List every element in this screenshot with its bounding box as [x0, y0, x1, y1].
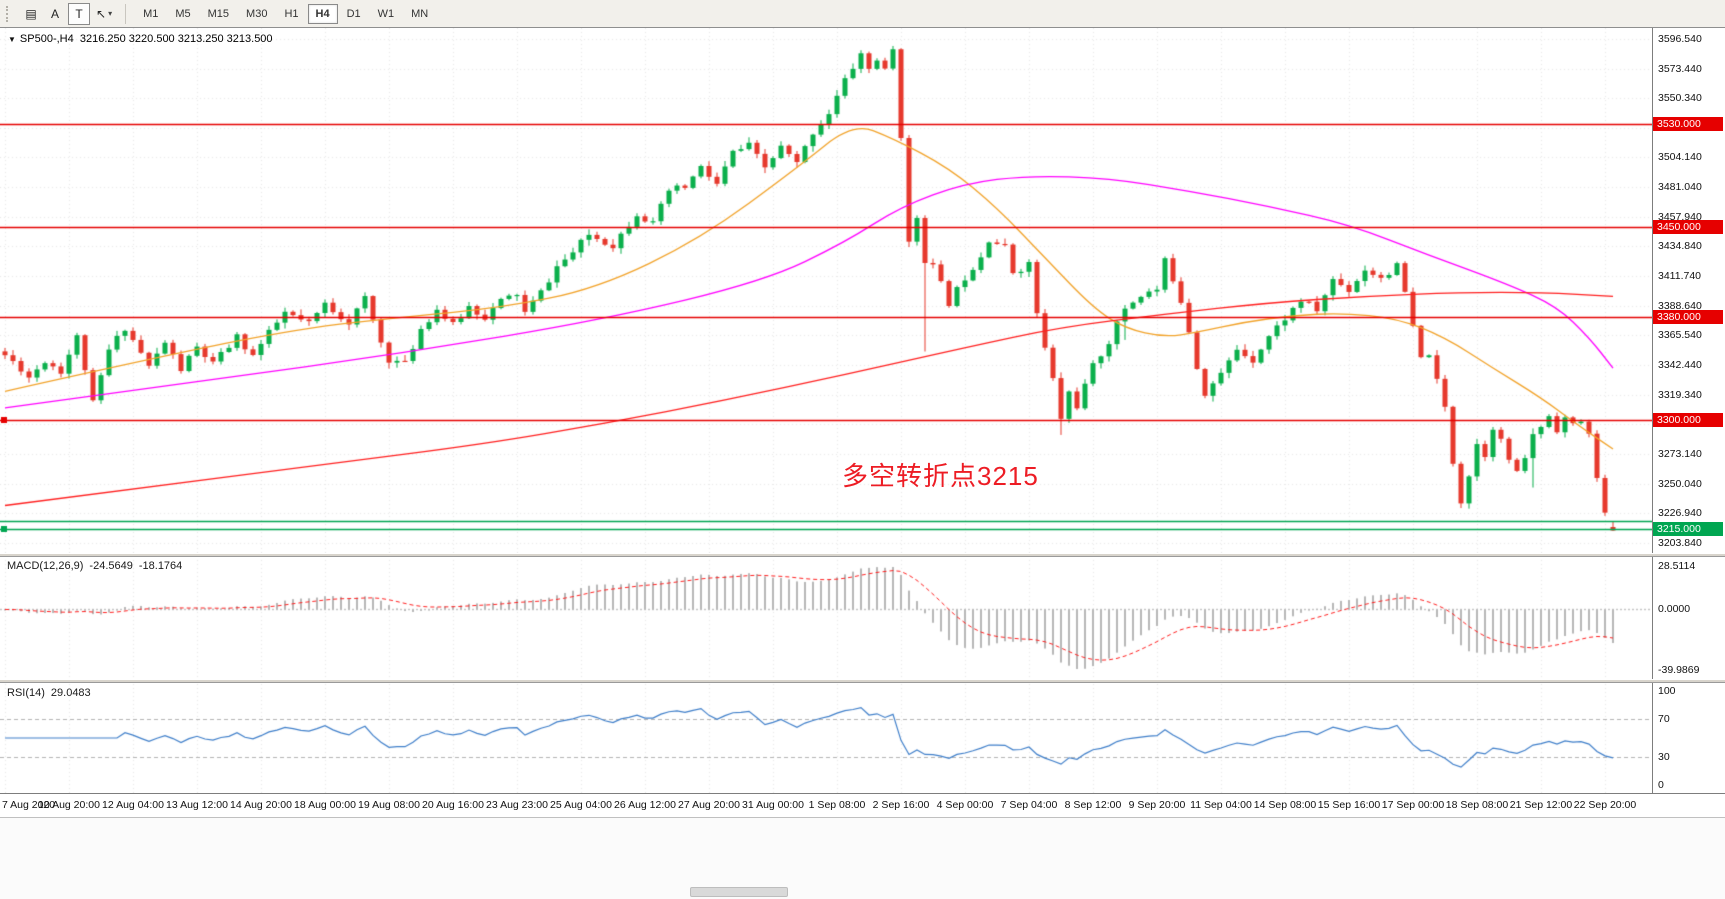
price-tick-label: 3573.440 [1658, 62, 1702, 75]
time-axis-label: 17 Sep 00:00 [1381, 799, 1445, 811]
rsi-axis-label: 70 [1658, 713, 1670, 726]
level-price-badge: 3380.000 [1653, 309, 1723, 324]
timeframe-h4-button[interactable]: H4 [307, 3, 338, 24]
macd-axis-label: 28.5114 [1658, 560, 1696, 572]
level-price-badge: 3450.000 [1653, 219, 1723, 234]
timeframe-m5-button[interactable]: M5 [167, 4, 198, 24]
toolbar-grip[interactable] [6, 5, 12, 22]
time-axis-label: 18 Sep 08:00 [1445, 799, 1509, 811]
price-tick-label: 3250.040 [1658, 477, 1702, 490]
price-tick-label: 3411.740 [1658, 270, 1702, 283]
level-price-badge: 3215.000 [1653, 521, 1723, 536]
time-axis-label: 10 Aug 20:00 [38, 799, 100, 811]
symbol-period-label: SP500-,H4 [19, 33, 74, 45]
time-axis-label: 14 Aug 20:00 [230, 799, 292, 811]
price-tick-label: 3388.640 [1658, 299, 1702, 312]
time-axis-label: 8 Sep 12:00 [1064, 799, 1122, 811]
level-price-badge: 3530.000 [1653, 117, 1723, 132]
text-icon: A [50, 6, 59, 21]
line-studies-toolbar: ▤ A T ↖ ▾ [20, 2, 116, 25]
timeframe-w1-button[interactable]: W1 [370, 4, 403, 24]
time-axis-label: 20 Aug 16:00 [422, 799, 484, 811]
time-axis[interactable]: 7 Aug 2020 10 Aug 20:00 12 Aug 04:00 13 Aug… [0, 793, 1725, 817]
toolbar-separator [125, 3, 127, 24]
rsi-axis-label: 100 [1658, 685, 1676, 697]
price-tick-label: 3273.140 [1658, 447, 1702, 460]
arrows-icon: ↖ [96, 6, 107, 21]
time-axis-label: 11 Sep 04:00 [1190, 799, 1252, 811]
grid-icon: ▤ [25, 6, 37, 21]
time-axis-label: 9 Sep 20:00 [1128, 799, 1186, 811]
time-axis-label: 18 Aug 00:00 [294, 799, 356, 811]
ohlc-values: 3216.250 3220.500 3213.250 3213.500 [79, 33, 273, 45]
time-axis-label: 22 Sep 20:00 [1573, 799, 1637, 811]
timeframes-toolbar: M1 M5 M15 M30 H1 H4 D1 W1 MN [135, 3, 436, 24]
timeframe-mn-button[interactable]: MN [403, 4, 436, 24]
tool-grid-button[interactable]: ▤ [20, 3, 42, 25]
pane-separator[interactable] [0, 679, 1725, 683]
horizontal-scrollbar-thumb[interactable] [690, 887, 788, 897]
chart-annotation-text[interactable]: 多空转折点3215 [842, 461, 1039, 491]
price-tick-label: 3342.440 [1658, 359, 1702, 372]
rsi-axis-label: 30 [1658, 750, 1670, 763]
price-tick-label: 3596.540 [1658, 32, 1702, 45]
text-label-icon: T [75, 6, 83, 21]
time-axis-label: 2 Sep 16:00 [872, 799, 930, 811]
time-axis-label: 7 Sep 04:00 [1000, 799, 1058, 811]
time-axis-label: 14 Sep 08:00 [1253, 799, 1317, 811]
time-axis-label: 1 Sep 08:00 [808, 799, 866, 811]
chart-symbol-info: ▼ SP500-,H4 3216.250 3220.500 3213.250 32… [8, 33, 273, 45]
bottom-strip [0, 817, 1725, 899]
timeframe-d1-button[interactable]: D1 [339, 4, 369, 24]
time-axis-label: 15 Sep 16:00 [1317, 799, 1381, 811]
price-tick-label: 3226.940 [1658, 507, 1702, 520]
macd-axis-label: 0.0000 [1658, 603, 1691, 616]
time-axis-label: 31 Aug 00:00 [742, 799, 804, 811]
rsi-name: RSI(14) [7, 687, 45, 699]
chevron-down-icon: ▾ [108, 9, 113, 18]
price-tick-label: 3550.340 [1658, 92, 1702, 105]
price-tick-label: 3481.040 [1658, 181, 1702, 194]
timeframe-h1-button[interactable]: H1 [276, 4, 306, 24]
time-axis-label: 23 Aug 23:00 [486, 799, 548, 811]
timeframe-m15-button[interactable]: M15 [200, 4, 237, 24]
macd-axis-label: -39.9869 [1658, 664, 1700, 676]
one-click-trading-arrow[interactable]: ▼ [8, 35, 16, 44]
time-axis-label: 21 Sep 12:00 [1509, 799, 1573, 811]
price-axis[interactable]: 3596.5403573.4403550.3403527.2403504.140… [1652, 28, 1725, 793]
tool-text-button[interactable]: A [44, 3, 66, 25]
time-axis-label: 27 Aug 20:00 [678, 799, 740, 811]
timeframe-m30-button[interactable]: M30 [238, 4, 275, 24]
price-tick-label: 3319.340 [1658, 388, 1702, 401]
time-axis-label: 12 Aug 04:00 [102, 799, 164, 811]
macd-name: MACD(12,26,9) [7, 560, 84, 572]
time-axis-label: 4 Sep 00:00 [936, 799, 994, 811]
price-tick-label: 3365.540 [1658, 329, 1702, 342]
time-axis-label: 7 Aug 2020 [2, 799, 56, 811]
price-tick-label: 3504.140 [1658, 151, 1702, 164]
macd-main-value: -24.5649 [89, 560, 133, 572]
price-tick-label: 3457.940 [1658, 210, 1702, 223]
time-axis-label: 13 Aug 12:00 [166, 799, 228, 811]
price-tick-label: 3203.840 [1658, 536, 1702, 549]
level-price-badge: 3300.000 [1653, 412, 1723, 427]
rsi-axis-label: 0 [1658, 779, 1664, 791]
time-axis-label: 25 Aug 04:00 [550, 799, 612, 811]
rsi-indicator-label: RSI(14) 29.0483 [7, 687, 91, 699]
macd-signal-value: -18.1764 [138, 560, 183, 572]
rsi-value: 29.0483 [50, 687, 91, 699]
timeframe-m1-button[interactable]: M1 [135, 4, 166, 24]
pane-separator[interactable] [0, 553, 1725, 557]
tool-text-label-button[interactable]: T [68, 2, 90, 25]
price-tick-label: 3434.840 [1658, 240, 1702, 253]
time-axis-label: 26 Aug 12:00 [614, 799, 676, 811]
time-axis-label: 19 Aug 08:00 [358, 799, 420, 811]
tool-arrows-button[interactable]: ↖ ▾ [92, 3, 116, 25]
macd-indicator-label: MACD(12,26,9) -24.5649 -18.1764 [7, 560, 182, 572]
top-toolbar: ▤ A T ↖ ▾ M1 M5 M15 M30 H1 H4 D1 W1 MN [0, 0, 1725, 28]
